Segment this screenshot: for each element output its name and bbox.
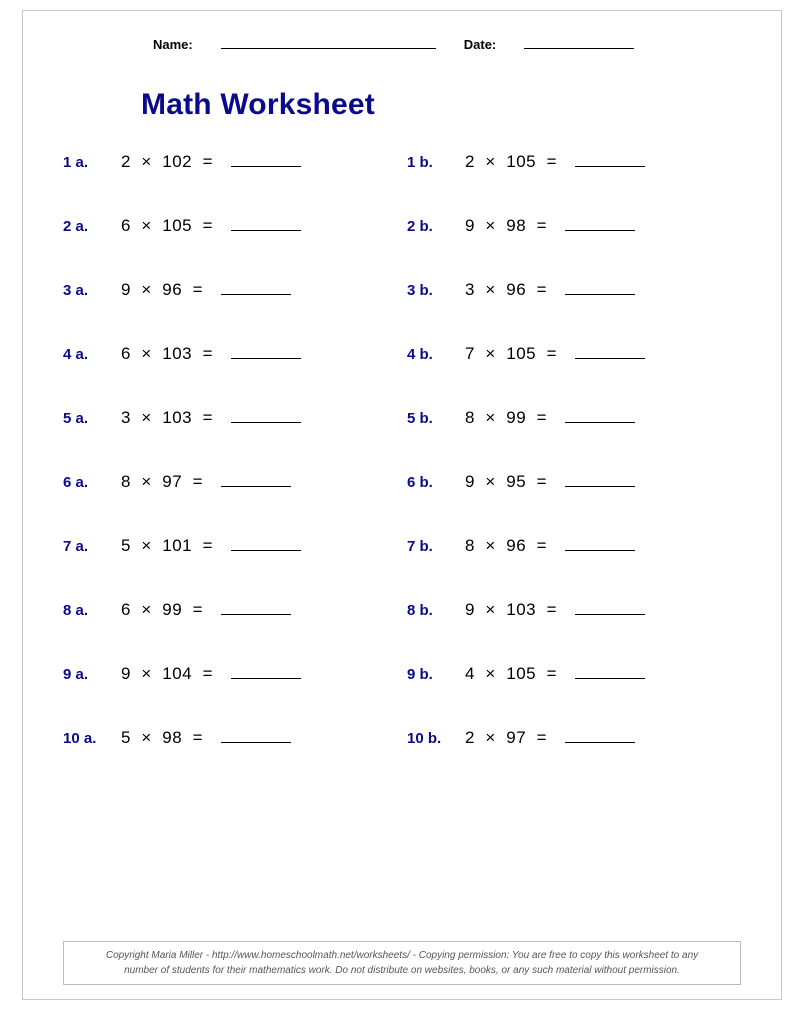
worksheet-page: Name: Date: Math Worksheet 1 a. 2 × 102 =… (22, 10, 782, 1000)
problem-label: 2 a. (63, 218, 107, 235)
problem-label: 4 b. (407, 346, 451, 363)
problem-expression: 6 × 105 = (121, 216, 213, 236)
problem-expression: 2 × 97 = (465, 728, 547, 748)
name-label: Name: (153, 37, 193, 52)
problem-7a: 7 a. 5 × 101 = (63, 536, 397, 556)
problem-8b: 8 b. 9 × 103 = (407, 600, 741, 620)
answer-blank[interactable] (575, 155, 645, 167)
problem-expression: 2 × 102 = (121, 152, 213, 172)
answer-blank[interactable] (231, 155, 301, 167)
answer-blank[interactable] (565, 731, 635, 743)
answer-blank[interactable] (231, 667, 301, 679)
problem-label: 5 a. (63, 410, 107, 427)
answer-blank[interactable] (565, 475, 635, 487)
problem-expression: 8 × 99 = (465, 408, 547, 428)
answer-blank[interactable] (575, 603, 645, 615)
answer-blank[interactable] (231, 347, 301, 359)
problem-expression: 3 × 96 = (465, 280, 547, 300)
problem-3b: 3 b. 3 × 96 = (407, 280, 741, 300)
problem-expression: 8 × 97 = (121, 472, 203, 492)
problem-expression: 6 × 99 = (121, 600, 203, 620)
date-label: Date: (464, 37, 497, 52)
problem-label: 9 a. (63, 666, 107, 683)
problem-6b: 6 b. 9 × 95 = (407, 472, 741, 492)
problem-label: 1 b. (407, 154, 451, 171)
problem-expression: 2 × 105 = (465, 152, 557, 172)
problem-label: 7 a. (63, 538, 107, 555)
problem-label: 8 a. (63, 602, 107, 619)
answer-blank[interactable] (231, 219, 301, 231)
answer-blank[interactable] (565, 283, 635, 295)
answer-blank[interactable] (231, 411, 301, 423)
problem-label: 3 b. (407, 282, 451, 299)
problem-expression: 6 × 103 = (121, 344, 213, 364)
problem-label: 10 a. (63, 730, 107, 747)
problem-expression: 4 × 105 = (465, 664, 557, 684)
problem-1a: 1 a. 2 × 102 = (63, 152, 397, 172)
problem-label: 9 b. (407, 666, 451, 683)
problem-9a: 9 a. 9 × 104 = (63, 664, 397, 684)
problem-7b: 7 b. 8 × 96 = (407, 536, 741, 556)
problems-grid: 1 a.2 × 102 =1 b.2 × 105 =2 a.6 × 105 =2… (63, 152, 741, 941)
problem-expression: 5 × 101 = (121, 536, 213, 556)
answer-blank[interactable] (575, 667, 645, 679)
problem-10b: 10 b. 2 × 97 = (407, 728, 741, 748)
problem-expression: 9 × 96 = (121, 280, 203, 300)
problem-5b: 5 b. 8 × 99 = (407, 408, 741, 428)
page-title: Math Worksheet (141, 88, 741, 122)
answer-blank[interactable] (565, 539, 635, 551)
problem-6a: 6 a. 8 × 97 = (63, 472, 397, 492)
problem-5a: 5 a. 3 × 103 = (63, 408, 397, 428)
problem-label: 3 a. (63, 282, 107, 299)
problem-label: 6 b. (407, 474, 451, 491)
date-blank[interactable] (524, 37, 634, 49)
problem-4b: 4 b. 7 × 105 = (407, 344, 741, 364)
problem-9b: 9 b. 4 × 105 = (407, 664, 741, 684)
answer-blank[interactable] (221, 731, 291, 743)
problem-expression: 9 × 103 = (465, 600, 557, 620)
problem-2a: 2 a. 6 × 105 = (63, 216, 397, 236)
answer-blank[interactable] (221, 475, 291, 487)
problem-4a: 4 a. 6 × 103 = (63, 344, 397, 364)
problem-expression: 9 × 95 = (465, 472, 547, 492)
problem-label: 8 b. (407, 602, 451, 619)
problem-10a: 10 a. 5 × 98 = (63, 728, 397, 748)
problem-3a: 3 a. 9 × 96 = (63, 280, 397, 300)
problem-8a: 8 a. 6 × 99 = (63, 600, 397, 620)
problem-label: 10 b. (407, 730, 451, 747)
problem-expression: 5 × 98 = (121, 728, 203, 748)
problem-expression: 9 × 104 = (121, 664, 213, 684)
problem-expression: 8 × 96 = (465, 536, 547, 556)
problem-label: 5 b. (407, 410, 451, 427)
problem-label: 2 b. (407, 218, 451, 235)
answer-blank[interactable] (221, 283, 291, 295)
header-line: Name: Date: (153, 37, 741, 52)
problem-label: 6 a. (63, 474, 107, 491)
problem-1b: 1 b. 2 × 105 = (407, 152, 741, 172)
problem-label: 1 a. (63, 154, 107, 171)
footer-copyright: Copyright Maria Miller - http://www.home… (63, 941, 741, 985)
problem-label: 7 b. (407, 538, 451, 555)
problem-2b: 2 b. 9 × 98 = (407, 216, 741, 236)
answer-blank[interactable] (575, 347, 645, 359)
answer-blank[interactable] (231, 539, 301, 551)
answer-blank[interactable] (565, 219, 635, 231)
problem-expression: 3 × 103 = (121, 408, 213, 428)
name-blank[interactable] (221, 37, 436, 49)
footer-line2: number of students for their mathematics… (124, 965, 680, 976)
answer-blank[interactable] (565, 411, 635, 423)
problem-expression: 9 × 98 = (465, 216, 547, 236)
problem-label: 4 a. (63, 346, 107, 363)
problem-expression: 7 × 105 = (465, 344, 557, 364)
footer-line1: Copyright Maria Miller - http://www.home… (106, 950, 698, 961)
answer-blank[interactable] (221, 603, 291, 615)
